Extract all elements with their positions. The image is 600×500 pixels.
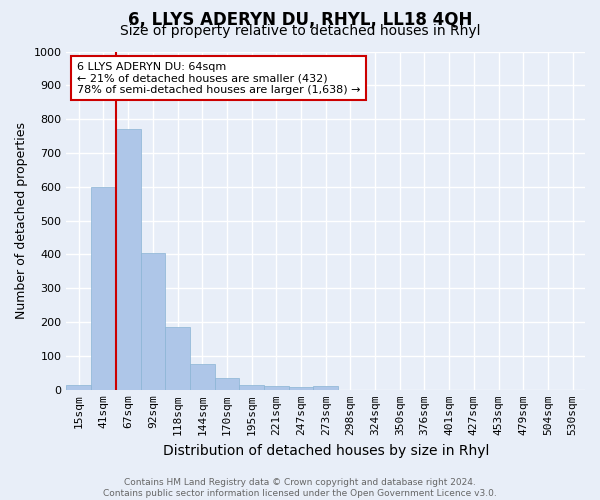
Bar — [289, 387, 313, 390]
Bar — [140, 253, 165, 390]
Bar — [215, 378, 239, 390]
Text: 6 LLYS ADERYN DU: 64sqm
← 21% of detached houses are smaller (432)
78% of semi-d: 6 LLYS ADERYN DU: 64sqm ← 21% of detache… — [77, 62, 360, 95]
Y-axis label: Number of detached properties: Number of detached properties — [15, 122, 28, 319]
Bar — [116, 130, 140, 390]
Bar — [190, 364, 215, 390]
Text: Size of property relative to detached houses in Rhyl: Size of property relative to detached ho… — [120, 24, 480, 38]
Bar — [67, 384, 91, 390]
Text: Contains HM Land Registry data © Crown copyright and database right 2024.
Contai: Contains HM Land Registry data © Crown c… — [103, 478, 497, 498]
X-axis label: Distribution of detached houses by size in Rhyl: Distribution of detached houses by size … — [163, 444, 489, 458]
Bar — [239, 384, 264, 390]
Bar — [264, 386, 289, 390]
Text: 6, LLYS ADERYN DU, RHYL, LL18 4QH: 6, LLYS ADERYN DU, RHYL, LL18 4QH — [128, 11, 472, 29]
Bar — [91, 187, 116, 390]
Bar — [165, 327, 190, 390]
Bar — [313, 386, 338, 390]
